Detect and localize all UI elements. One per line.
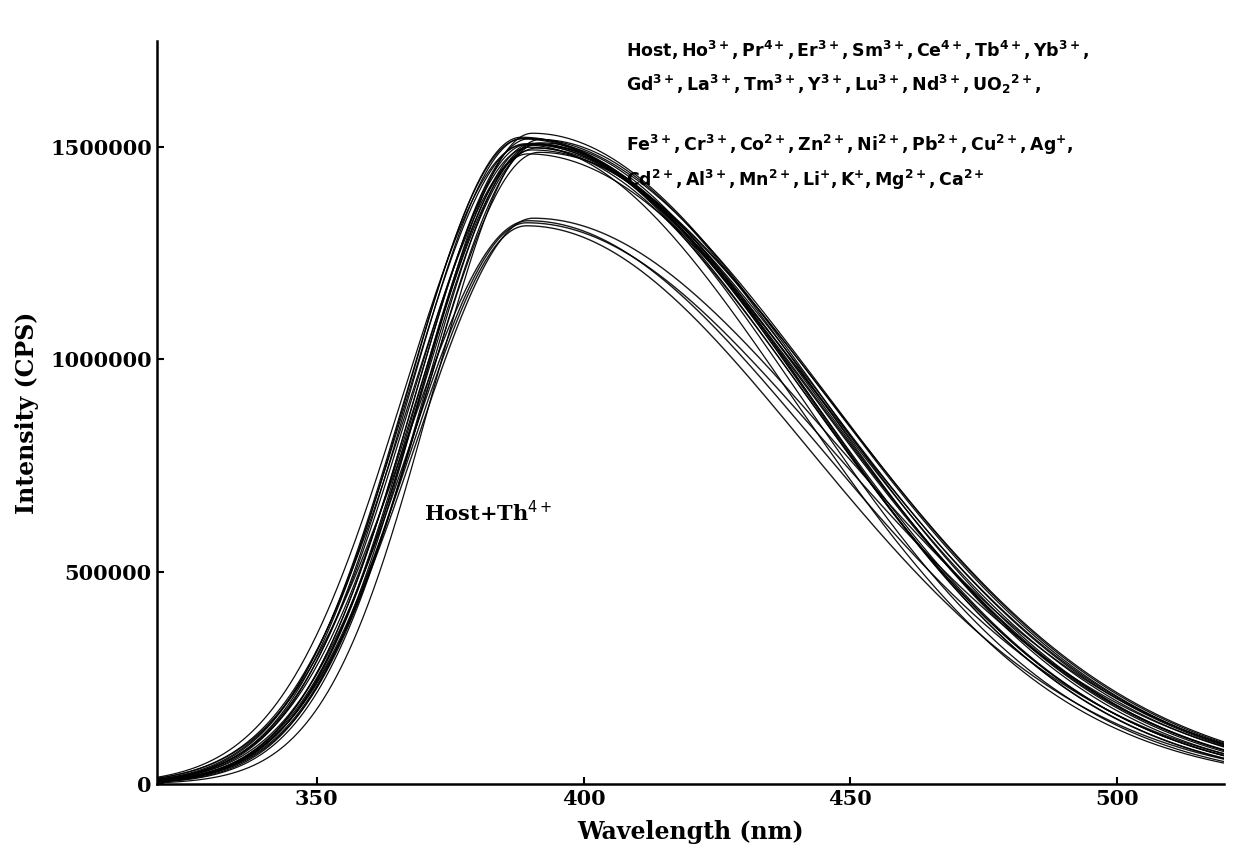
X-axis label: Wavelength (nm): Wavelength (nm) xyxy=(577,820,804,844)
Text: $\mathbf{Host,Ho^{3+},Pr^{4+},Er^{3+},Sm^{3+},Ce^{4+},Tb^{4+},Yb^{3+},}$
$\mathb: $\mathbf{Host,Ho^{3+},Pr^{4+},Er^{3+},Sm… xyxy=(626,39,1089,192)
Y-axis label: Intensity (CPS): Intensity (CPS) xyxy=(15,311,38,514)
Text: Host+Th$^{4+}$: Host+Th$^{4+}$ xyxy=(424,499,551,525)
